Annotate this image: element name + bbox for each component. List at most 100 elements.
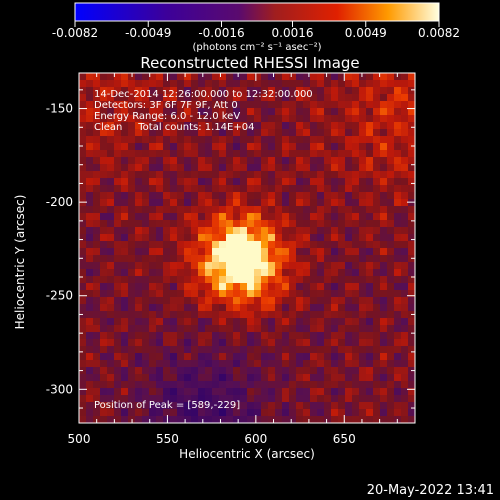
heatmap-cell — [163, 283, 171, 291]
heatmap-cell — [401, 171, 409, 179]
heatmap-cell — [226, 122, 234, 130]
heatmap-cell — [380, 290, 388, 298]
heatmap-cell — [275, 416, 283, 423]
heatmap-cell — [359, 164, 367, 172]
heatmap-cell — [268, 374, 276, 382]
heatmap-cell — [100, 192, 108, 200]
heatmap-cell — [107, 255, 115, 263]
heatmap-cell — [107, 409, 115, 417]
heatmap-cell — [198, 311, 206, 319]
heatmap-cell — [317, 304, 325, 312]
heatmap-cell — [408, 339, 415, 347]
heatmap-cell — [345, 262, 353, 270]
heatmap-cell — [121, 94, 129, 102]
heatmap-cell — [254, 339, 262, 347]
heatmap-cell — [219, 402, 227, 410]
heatmap-cell — [114, 108, 122, 116]
heatmap-cell — [163, 136, 171, 144]
heatmap-cell — [156, 185, 164, 193]
heatmap-cell — [317, 150, 325, 158]
heatmap-cell — [170, 388, 178, 396]
heatmap-cell — [247, 213, 255, 221]
heatmap-cell — [345, 185, 353, 193]
heatmap-cell — [219, 388, 227, 396]
heatmap-cell — [282, 157, 290, 165]
heatmap-cell — [317, 108, 325, 116]
heatmap-cell — [366, 290, 374, 298]
heatmap-cell — [303, 80, 311, 88]
heatmap-cell — [219, 108, 227, 116]
heatmap-cell — [394, 157, 402, 165]
heatmap-cell — [191, 73, 199, 81]
heatmap-cell — [100, 325, 108, 333]
heatmap-cell — [135, 332, 143, 340]
heatmap-cell — [142, 276, 150, 284]
heatmap-cell — [303, 374, 311, 382]
heatmap-cell — [247, 325, 255, 333]
heatmap-cell — [142, 192, 150, 200]
heatmap-cell — [86, 248, 94, 256]
heatmap-cell — [387, 248, 395, 256]
heatmap-cell — [114, 269, 122, 277]
heatmap-cell — [198, 255, 206, 263]
heatmap-cell — [268, 199, 276, 207]
heatmap-cell — [135, 269, 143, 277]
heatmap-cell — [240, 297, 248, 305]
heatmap-cell — [107, 360, 115, 368]
heatmap-cell — [408, 108, 415, 116]
heatmap-cell — [268, 73, 276, 81]
heatmap-cell — [191, 311, 199, 319]
heatmap-cell — [219, 416, 227, 423]
heatmap-cell — [226, 339, 234, 347]
heatmap-cell — [366, 206, 374, 214]
heatmap-cell — [247, 388, 255, 396]
heatmap-cell — [212, 94, 220, 102]
heatmap-cell — [254, 122, 262, 130]
heatmap-cell — [310, 318, 318, 326]
heatmap-cell — [156, 178, 164, 186]
heatmap-cell — [156, 220, 164, 228]
heatmap-cell — [310, 220, 318, 228]
heatmap-cell — [303, 136, 311, 144]
heatmap-cell — [135, 276, 143, 284]
heatmap-cell — [296, 136, 304, 144]
heatmap-cell — [324, 353, 332, 361]
heatmap-cell — [352, 73, 360, 81]
heatmap-cell — [79, 213, 87, 221]
heatmap-cell — [93, 80, 101, 88]
heatmap-cell — [408, 101, 415, 109]
heatmap-cell — [275, 129, 283, 137]
heatmap-cell — [233, 318, 241, 326]
heatmap-cell — [233, 164, 241, 172]
heatmap-cell — [401, 122, 409, 130]
heatmap-cell — [156, 87, 164, 95]
heatmap-cell — [86, 136, 94, 144]
heatmap-cell — [366, 80, 374, 88]
heatmap-cell — [324, 143, 332, 151]
heatmap-cell — [254, 304, 262, 312]
heatmap-cell — [380, 143, 388, 151]
heatmap-cell — [275, 269, 283, 277]
heatmap-cell — [156, 311, 164, 319]
heatmap-cell — [268, 304, 276, 312]
heatmap-cell — [338, 248, 346, 256]
heatmap-cell — [177, 304, 185, 312]
heatmap-cell — [289, 171, 297, 179]
heatmap-cell — [366, 115, 374, 123]
heatmap-cell — [401, 304, 409, 312]
heatmap-cell — [408, 283, 415, 291]
heatmap-cell — [387, 101, 395, 109]
heatmap-cell — [394, 108, 402, 116]
heatmap-cell — [275, 136, 283, 144]
heatmap-cell — [212, 248, 220, 256]
heatmap-cell — [261, 164, 269, 172]
heatmap-cell — [191, 136, 199, 144]
heatmap-cell — [212, 227, 220, 235]
heatmap-cell — [226, 360, 234, 368]
heatmap-cell — [233, 297, 241, 305]
heatmap-cell — [268, 325, 276, 333]
heatmap-cell — [261, 402, 269, 410]
heatmap-cell — [373, 143, 381, 151]
heatmap-cell — [345, 360, 353, 368]
heatmap-cell — [338, 374, 346, 382]
